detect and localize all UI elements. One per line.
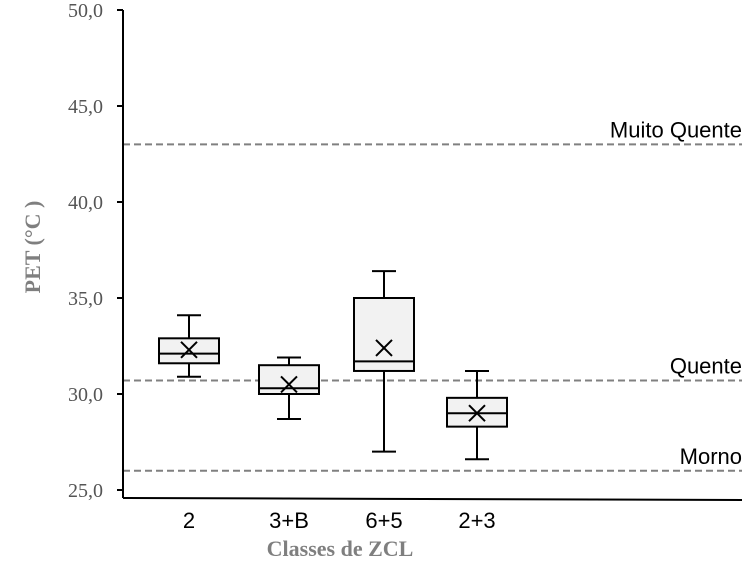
y-tick-label: 40,0: [68, 192, 103, 214]
reference-line-label: Morno: [680, 444, 742, 469]
x-axis-title: Classes de ZCL: [267, 536, 414, 561]
box-2: [158, 314, 220, 378]
x-tick-label: 3+B: [269, 508, 309, 533]
y-tick-label: 35,0: [68, 288, 103, 310]
box-2+3: [446, 369, 508, 461]
x-tick-label: 2+3: [458, 508, 495, 533]
y-axis-ticks: 25,0 30,0 35,0 40,0 45,0 50,0: [68, 0, 123, 502]
mean-marker: [375, 339, 393, 357]
reference-lines: Muito Quente Quente Morno: [123, 117, 742, 472]
x-axis-line: [122, 497, 743, 501]
x-tick-label: 6+5: [365, 508, 402, 533]
reference-line-label: Muito Quente: [610, 117, 742, 142]
axes: [122, 10, 743, 501]
box-series: [158, 270, 508, 461]
iqr-box: [258, 364, 320, 396]
box-6+5: [353, 270, 415, 453]
mean-marker: [180, 341, 198, 359]
y-tick-label: 50,0: [68, 0, 103, 22]
mean-marker: [280, 375, 298, 394]
y-tick-label: 30,0: [68, 384, 103, 406]
x-tick-label: 2: [183, 508, 195, 533]
box-3+B: [258, 356, 320, 420]
iqr-box: [353, 297, 415, 372]
y-tick-label: 25,0: [68, 480, 103, 502]
x-axis-ticks: 2 3+B 6+5 2+3: [183, 508, 496, 533]
reference-line-label: Quente: [670, 354, 742, 379]
y-tick-label: 45,0: [68, 96, 103, 118]
y-axis-title: PET (°C ): [20, 201, 45, 294]
mean-marker: [468, 404, 486, 422]
